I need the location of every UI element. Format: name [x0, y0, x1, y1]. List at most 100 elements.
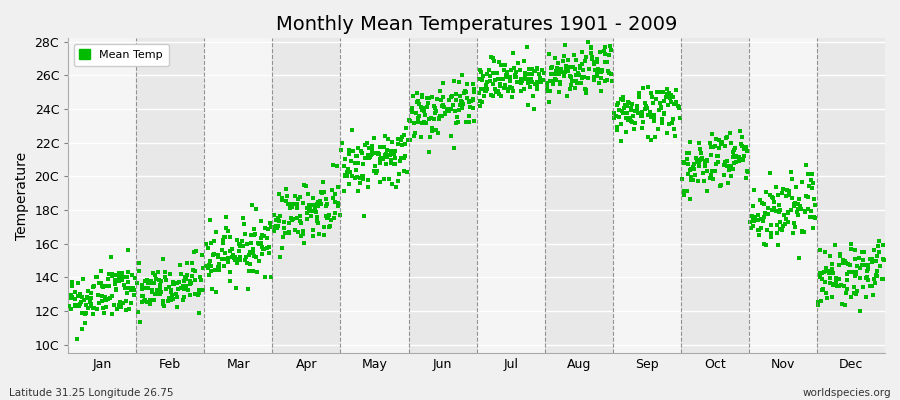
Point	[697, 177, 711, 184]
Point	[752, 197, 767, 203]
Point	[259, 235, 274, 241]
Point	[415, 106, 429, 113]
Point	[754, 216, 769, 222]
Point	[400, 169, 414, 176]
Point	[205, 252, 220, 258]
Point	[706, 144, 721, 150]
Point	[865, 256, 879, 262]
Point	[825, 266, 840, 272]
Point	[260, 226, 274, 232]
Point	[530, 86, 544, 92]
Point	[691, 178, 706, 184]
Point	[513, 87, 527, 94]
Point	[183, 292, 197, 298]
Point	[145, 286, 159, 293]
Point	[767, 205, 781, 211]
Point	[627, 107, 642, 114]
Point	[273, 191, 287, 198]
Point	[340, 169, 355, 176]
Point	[192, 286, 206, 293]
Point	[219, 225, 233, 232]
Point	[737, 152, 751, 159]
Point	[746, 203, 760, 210]
Point	[202, 262, 216, 268]
Point	[281, 201, 295, 208]
Point	[499, 72, 513, 78]
Point	[870, 253, 885, 259]
Point	[767, 199, 781, 205]
Point	[615, 121, 629, 127]
Point	[373, 144, 387, 150]
Point	[756, 217, 770, 224]
Point	[495, 76, 509, 82]
Point	[540, 84, 554, 90]
Point	[835, 300, 850, 307]
Point	[255, 232, 269, 239]
Point	[652, 89, 666, 95]
Point	[418, 119, 432, 125]
Point	[127, 291, 141, 298]
Point	[678, 188, 692, 195]
Point	[462, 113, 476, 119]
Point	[492, 58, 507, 65]
Point	[877, 257, 891, 263]
Point	[156, 300, 170, 307]
Point	[717, 172, 732, 179]
Point	[296, 200, 310, 206]
Point	[611, 99, 625, 106]
Point	[360, 176, 374, 183]
Point	[533, 74, 547, 81]
Point	[789, 184, 804, 191]
Point	[232, 242, 247, 248]
Point	[422, 95, 436, 101]
Point	[456, 90, 471, 96]
Point	[609, 124, 624, 130]
Point	[465, 96, 480, 103]
Point	[302, 206, 317, 212]
Point	[734, 143, 749, 150]
Point	[94, 268, 108, 275]
Point	[573, 65, 588, 71]
Point	[765, 194, 779, 200]
Point	[130, 280, 145, 286]
Point	[508, 71, 522, 78]
Point	[584, 54, 598, 60]
Point	[264, 273, 278, 280]
Point	[614, 96, 628, 102]
Point	[806, 171, 820, 177]
Point	[236, 215, 250, 221]
Point	[499, 73, 513, 80]
Point	[676, 158, 690, 165]
Point	[705, 168, 719, 174]
Point	[257, 232, 272, 239]
Point	[304, 208, 319, 214]
Point	[581, 75, 596, 82]
Point	[702, 174, 716, 181]
Point	[872, 238, 886, 244]
Point	[453, 102, 467, 108]
Point	[357, 213, 372, 219]
Point	[246, 250, 260, 256]
Point	[204, 262, 219, 269]
Point	[667, 126, 681, 132]
Point	[79, 302, 94, 308]
Point	[717, 158, 732, 165]
Point	[652, 89, 666, 95]
Point	[445, 92, 459, 99]
Point	[399, 125, 413, 132]
Point	[826, 281, 841, 288]
Point	[290, 215, 304, 221]
Point	[77, 311, 92, 318]
Point	[686, 177, 700, 184]
Point	[354, 147, 368, 154]
Point	[367, 163, 382, 169]
Point	[452, 79, 466, 86]
Point	[330, 200, 345, 206]
Point	[718, 160, 733, 166]
Point	[422, 134, 436, 140]
Point	[64, 292, 78, 298]
Point	[184, 273, 199, 280]
Point	[800, 206, 814, 212]
Point	[380, 147, 394, 153]
Point	[207, 238, 221, 244]
